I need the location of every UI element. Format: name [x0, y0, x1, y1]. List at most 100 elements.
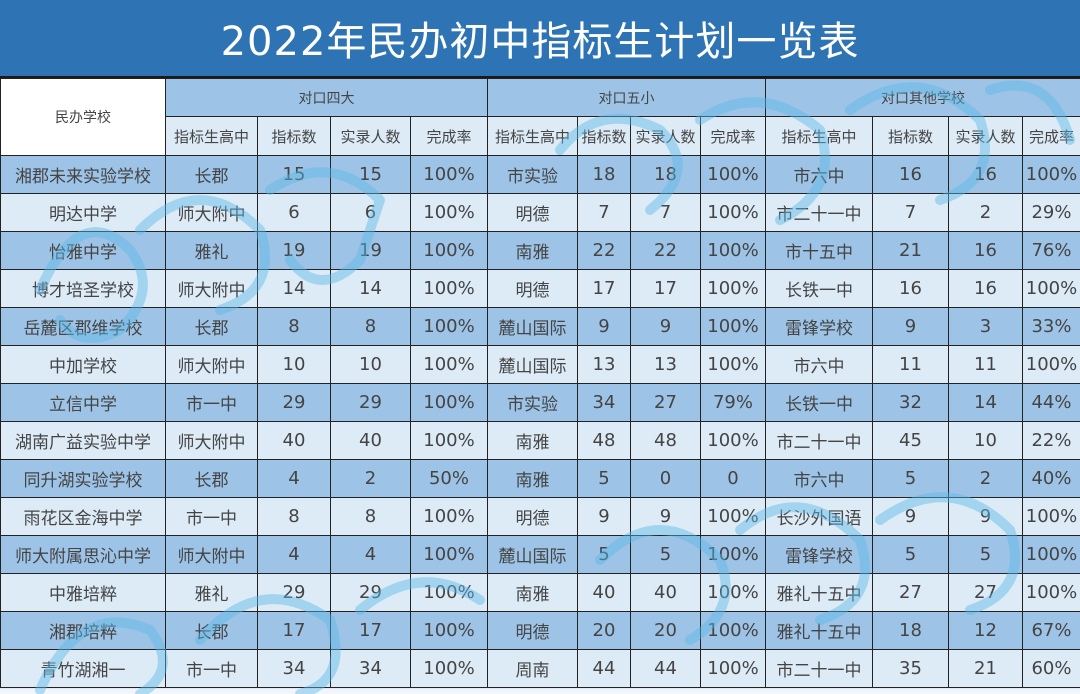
table-row: 怡雅中学 雅礼 19 19 100% 南雅 22 22 100% 市十五中 21 16 76% — [0, 231, 1080, 270]
cell-four-admitted: 4 — [330, 535, 411, 574]
cell-other-completion-rate: 100% — [1022, 269, 1080, 308]
cell-five-plan-high-school: 麓山国际 — [487, 345, 578, 384]
table-row: 同升湖实验学校 长郡 4 2 50% 南雅 5 0 0 市六中 5 2 40% — [0, 459, 1080, 498]
table-row: 中雅培粹 雅礼 29 29 100% 南雅 40 40 100% 雅礼十五中 27 27 100% — [0, 573, 1080, 612]
cell-other-plan-high-school: 市十五中 — [765, 231, 873, 270]
cell-five-completion-rate: 100% — [700, 307, 766, 346]
cell-four-plan-high-school: 市一中 — [165, 383, 258, 422]
cell-other-completion-rate: 29% — [1022, 193, 1080, 232]
subheader-plan-high-school: 指标生高中 — [487, 116, 578, 156]
cell-four-quota: 10 — [257, 345, 331, 384]
cell-other-admitted: 3 — [948, 307, 1023, 346]
subheader-quota: 指标数 — [872, 116, 949, 156]
cell-five-admitted: 9 — [630, 307, 701, 346]
cell-four-plan-high-school: 长郡 — [165, 459, 258, 498]
subheader-quota: 指标数 — [577, 116, 631, 156]
cell-five-admitted: 17 — [630, 269, 701, 308]
cell-five-plan-high-school: 明德 — [487, 497, 578, 536]
cell-four-completion-rate: 100% — [410, 535, 488, 574]
cell-other-admitted: 2 — [948, 193, 1023, 232]
cell-five-quota: 13 — [577, 345, 631, 384]
cell-four-plan-high-school: 雅礼 — [165, 573, 258, 612]
cell-other-admitted: 27 — [948, 573, 1023, 612]
cell-other-quota: 9 — [872, 497, 949, 536]
cell-four-quota: 6 — [257, 193, 331, 232]
header-group-four: 对口四大 — [165, 78, 488, 117]
page-title: 2022年民办初中指标生计划一览表 — [220, 19, 860, 65]
cell-other-quota: 5 — [872, 459, 949, 498]
table-row: 立信中学 市一中 29 29 100% 市实验 34 27 79% 长铁一中 32 14 44% — [0, 383, 1080, 422]
cell-school-name: 同升湖实验学校 — [0, 459, 166, 498]
cell-four-plan-high-school: 长郡 — [165, 155, 258, 194]
cell-school-name: 湘郡未来实验学校 — [0, 155, 166, 194]
cell-five-completion-rate: 100% — [700, 497, 766, 536]
cell-five-admitted: 9 — [630, 497, 701, 536]
subheader-completion-rate: 完成率 — [410, 116, 488, 156]
cell-other-completion-rate: 60% — [1022, 649, 1080, 688]
cell-four-completion-rate: 100% — [410, 649, 488, 688]
cell-other-completion-rate: 40% — [1022, 459, 1080, 498]
cell-other-quota: 27 — [872, 573, 949, 612]
cell-five-admitted: 48 — [630, 421, 701, 460]
cell-five-completion-rate: 100% — [700, 573, 766, 612]
cell-school-name: 湘郡培粹 — [0, 611, 166, 650]
cell-four-quota: 4 — [257, 535, 331, 574]
cell-four-completion-rate: 100% — [410, 155, 488, 194]
cell-five-plan-high-school: 明德 — [487, 193, 578, 232]
title-bar: 2022年民办初中指标生计划一览表 — [0, 0, 1080, 78]
cell-five-quota: 5 — [577, 459, 631, 498]
cell-four-plan-high-school: 市一中 — [165, 497, 258, 536]
cell-four-admitted: 29 — [330, 383, 411, 422]
subheader-completion-rate: 完成率 — [1022, 116, 1080, 156]
cell-other-plan-high-school: 市二十一中 — [765, 421, 873, 460]
cell-five-plan-high-school: 麓山国际 — [487, 307, 578, 346]
cell-school-name: 雨花区金海中学 — [0, 497, 166, 536]
cell-four-quota: 40 — [257, 421, 331, 460]
cell-five-completion-rate: 100% — [700, 649, 766, 688]
table-row: 湘郡未来实验学校 长郡 15 15 100% 市实验 18 18 100% 市六中 16 16 100% — [0, 155, 1080, 194]
cell-school-name: 中雅培粹 — [0, 573, 166, 612]
cell-other-plan-high-school: 雅礼十五中 — [765, 573, 873, 612]
cell-five-quota: 44 — [577, 649, 631, 688]
cell-other-quota: 32 — [872, 383, 949, 422]
cell-five-completion-rate: 100% — [700, 611, 766, 650]
cell-school-name: 博才培圣学校 — [0, 269, 166, 308]
cell-four-plan-high-school: 师大附中 — [165, 193, 258, 232]
cell-four-admitted: 29 — [330, 573, 411, 612]
cell-other-quota: 45 — [872, 421, 949, 460]
cell-four-admitted: 8 — [330, 497, 411, 536]
cell-four-completion-rate: 100% — [410, 383, 488, 422]
subheader-admitted: 实录人数 — [330, 116, 411, 156]
cell-other-completion-rate: 44% — [1022, 383, 1080, 422]
cell-five-plan-high-school: 市实验 — [487, 155, 578, 194]
table-row: 湖南广益实验中学 师大附中 40 40 100% 南雅 48 48 100% 市二十一中 45 10 2… — [0, 421, 1080, 460]
cell-other-admitted: 2 — [948, 459, 1023, 498]
table-row: 岳麓区郡维学校 长郡 8 8 100% 麓山国际 9 9 100% 雷锋学校 9 3 33% — [0, 307, 1080, 346]
cell-four-admitted: 15 — [330, 155, 411, 194]
cell-other-plan-high-school: 雷锋学校 — [765, 535, 873, 574]
subheader-plan-high-school: 指标生高中 — [165, 116, 258, 156]
cell-four-admitted: 19 — [330, 231, 411, 270]
cell-other-quota: 35 — [872, 649, 949, 688]
table-row: 明达中学 师大附中 6 6 100% 明德 7 7 100% 市二十一中 7 2 29% — [0, 193, 1080, 232]
cell-other-admitted: 14 — [948, 383, 1023, 422]
cell-other-admitted: 5 — [948, 535, 1023, 574]
cell-other-plan-high-school: 长沙外国语 — [765, 497, 873, 536]
subheader-row: 指标生高中 指标数 实录人数 完成率 指标生高中 指标数 实录人数 完成率 指标生高中 指标数 实录… — [1, 116, 1080, 156]
cell-five-admitted: 13 — [630, 345, 701, 384]
subheader-plan-high-school: 指标生高中 — [765, 116, 873, 156]
cell-five-plan-high-school: 市实验 — [487, 383, 578, 422]
cell-four-plan-high-school: 长郡 — [165, 611, 258, 650]
cell-other-completion-rate: 100% — [1022, 535, 1080, 574]
cell-four-plan-high-school: 师大附中 — [165, 345, 258, 384]
footer-strip — [0, 689, 1080, 694]
table-row: 青竹湖湘一 市一中 34 34 100% 周南 44 44 100% 市二十一中 35 21 60% — [0, 649, 1080, 688]
cell-four-admitted: 10 — [330, 345, 411, 384]
cell-four-plan-high-school: 师大附中 — [165, 535, 258, 574]
cell-five-completion-rate: 0 — [700, 459, 766, 498]
cell-four-admitted: 17 — [330, 611, 411, 650]
cell-five-completion-rate: 100% — [700, 535, 766, 574]
cell-other-plan-high-school: 市六中 — [765, 155, 873, 194]
cell-four-completion-rate: 100% — [410, 193, 488, 232]
cell-four-plan-high-school: 雅礼 — [165, 231, 258, 270]
